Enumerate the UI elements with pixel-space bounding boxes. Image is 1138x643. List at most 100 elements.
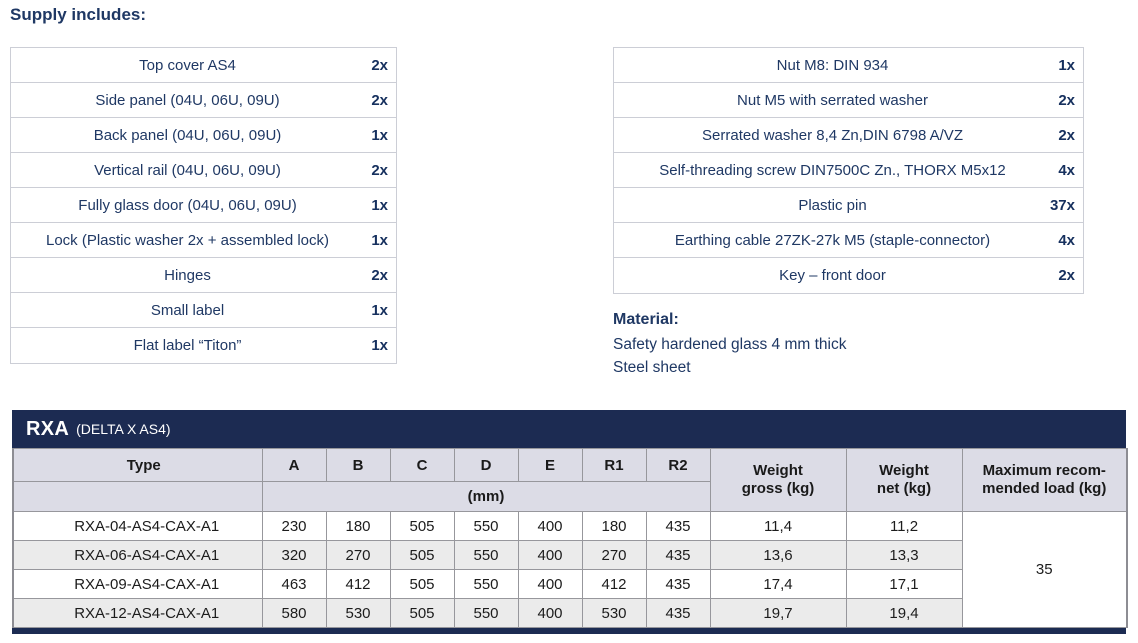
supply-item-qty: 2x [371,266,388,284]
dim-cell: 320 [261,540,327,570]
supply-row: Earthing cable 27ZK-27k M5 (staple-conne… [614,223,1083,258]
supply-row: Nut M5 with serrated washer 2x [614,83,1083,118]
col-header-type: Type [12,448,263,482]
spec-data-row: RXA-06-AS4-CAX-A1 320 270 505 550 400 27… [12,540,1127,570]
dim-cell: 550 [453,540,519,570]
weight-gross-cell: 11,4 [709,511,847,541]
col-header-d: D [453,448,519,482]
supply-row: Top cover AS4 2x [11,48,396,83]
dim-cell: 400 [517,511,583,541]
dim-cell: 550 [453,511,519,541]
col-header-weight-net: Weight net (kg) [845,448,963,512]
col-header-c: C [389,448,455,482]
dim-cell: 412 [581,569,647,599]
supply-row: Fully glass door (04U, 06U, 09U) 1x [11,188,396,223]
series-subtitle: (DELTA X AS4) [76,421,171,437]
col-header-b: B [325,448,391,482]
supply-table-left: Top cover AS4 2x Side panel (04U, 06U, 0… [10,47,397,364]
weight-gross-cell: 17,4 [709,569,847,599]
supply-item-label: Flat label “Titon” [133,337,242,354]
supply-item-qty: 37x [1049,196,1075,214]
supply-item-qty: 1x [371,196,388,214]
weight-net-cell: 19,4 [845,598,963,628]
type-cell: RXA-04-AS4-CAX-A1 [12,511,263,541]
supply-item-qty: 2x [1058,267,1075,284]
dim-cell: 435 [645,598,711,628]
weight-gross-cell: 19,7 [709,598,847,628]
dim-cell: 412 [325,569,391,599]
dim-cell: 435 [645,540,711,570]
dim-cell: 505 [389,511,455,541]
dim-cell: 505 [389,569,455,599]
weight-gross-line1: Weight [753,462,803,479]
supply-item-qty: 2x [371,161,388,179]
max-load-cell: 35 [961,511,1128,628]
weight-net-cell: 13,3 [845,540,963,570]
dim-cell: 580 [261,598,327,628]
supply-row: Back panel (04U, 06U, 09U) 1x [11,118,396,153]
supply-table-right: Nut M8: DIN 934 1x Nut M5 with serrated … [613,47,1084,294]
col-header-max-load: Maximum recom- mended load (kg) [961,448,1128,512]
supply-item-label: Small label [150,301,225,319]
supply-item-label: Nut M5 with serrated washer [737,91,928,109]
supply-item-label: Key – front door [779,267,886,284]
type-cell: RXA-06-AS4-CAX-A1 [12,540,263,570]
dim-cell: 400 [517,598,583,628]
supply-row: Small label 1x [11,293,396,328]
supply-row: Nut M8: DIN 934 1x [614,48,1083,83]
material-title: Material: [613,311,679,328]
spec-data-row: RXA-04-AS4-CAX-A1 230 180 505 550 400 18… [12,511,1128,628]
supply-item-qty: 1x [371,231,388,249]
series-name: RXA [26,417,70,440]
supply-item-qty: 2x [1058,91,1075,109]
dim-cell: 505 [389,540,455,570]
supply-item-qty: 2x [371,56,388,74]
dim-cell: 435 [645,511,711,541]
supply-row: Lock (Plastic washer 2x + assembled lock… [11,223,396,258]
weight-net-cell: 11,2 [845,511,963,541]
supply-row: Serrated washer 8,4 Zn,DIN 6798 A/VZ 2x [614,118,1083,153]
max-load-line1: Maximum recom- [982,462,1106,479]
supply-row: Self-threading screw DIN7500C Zn., THORX… [614,153,1083,188]
dim-cell: 435 [645,569,711,599]
supply-item-qty: 1x [1058,56,1075,74]
supply-row: Plastic pin 37x [614,188,1083,223]
spec-data-table: Type A B C D E R1 R2 Weight gross (kg) W… [12,448,1128,628]
col-header-r1: R1 [581,448,647,482]
dim-cell: 530 [325,598,391,628]
dim-cell: 180 [581,511,647,541]
supply-item-label: Top cover AS4 [139,56,236,74]
type-cell: RXA-12-AS4-CAX-A1 [12,598,263,628]
supply-item-label: Earthing cable 27ZK-27k M5 (staple-conne… [674,231,991,249]
weight-gross-line2: gross (kg) [741,480,815,497]
col-header-e: E [517,448,583,482]
supply-item-qty: 4x [1058,161,1075,179]
supply-item-label: Back panel (04U, 06U, 09U) [93,126,282,144]
supply-item-qty: 4x [1058,231,1075,249]
supply-item-label: Vertical rail (04U, 06U, 09U) [94,161,281,179]
weight-net-line1: Weight [879,462,929,479]
dim-cell: 270 [325,540,391,570]
material-line: Safety hardened glass 4 mm thick [613,336,847,353]
empty-header-cell [12,481,263,512]
supply-row: Vertical rail (04U, 06U, 09U) 2x [11,153,396,188]
max-load-line2: mended load (kg) [982,480,1107,497]
dim-cell: 530 [581,598,647,628]
dim-cell: 463 [261,569,327,599]
material-line: Steel sheet [613,359,691,376]
supply-item-label: Hinges [164,266,211,284]
supply-item-qty: 2x [371,91,388,109]
supply-row: Key – front door 2x [614,258,1083,293]
spec-table-title-bar: RXA (DELTA X AS4) [12,410,1126,448]
weight-gross-cell: 13,6 [709,540,847,570]
material-section: Material: Safety hardened glass 4 mm thi… [613,311,846,379]
spec-data-row: RXA-12-AS4-CAX-A1 580 530 505 550 400 53… [12,598,1127,628]
dim-cell: 270 [581,540,647,570]
weight-net-cell: 17,1 [845,569,963,599]
weight-net-line2: net (kg) [876,480,932,497]
dim-cell: 550 [453,598,519,628]
dim-cell: 180 [325,511,391,541]
supply-item-label: Plastic pin [798,196,867,214]
col-header-weight-gross: Weight gross (kg) [709,448,847,512]
